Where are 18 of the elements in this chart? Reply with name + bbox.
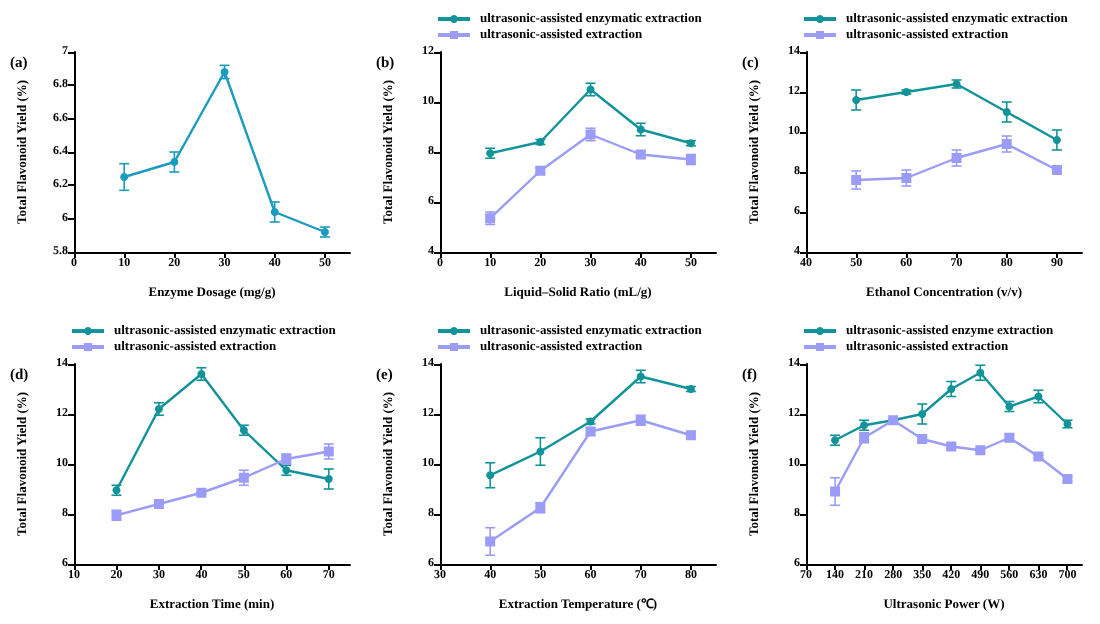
point	[1052, 136, 1061, 144]
point	[851, 175, 862, 185]
point	[830, 486, 841, 497]
point	[917, 434, 928, 444]
point	[947, 385, 956, 393]
point	[918, 410, 927, 418]
point	[153, 499, 164, 509]
point	[238, 472, 249, 483]
point	[852, 96, 861, 104]
point	[270, 208, 279, 216]
point	[324, 475, 333, 483]
point	[170, 158, 179, 166]
point	[486, 471, 495, 480]
point	[120, 173, 129, 181]
point	[1002, 108, 1011, 116]
point	[976, 368, 985, 377]
point	[536, 447, 545, 456]
point	[485, 536, 496, 547]
